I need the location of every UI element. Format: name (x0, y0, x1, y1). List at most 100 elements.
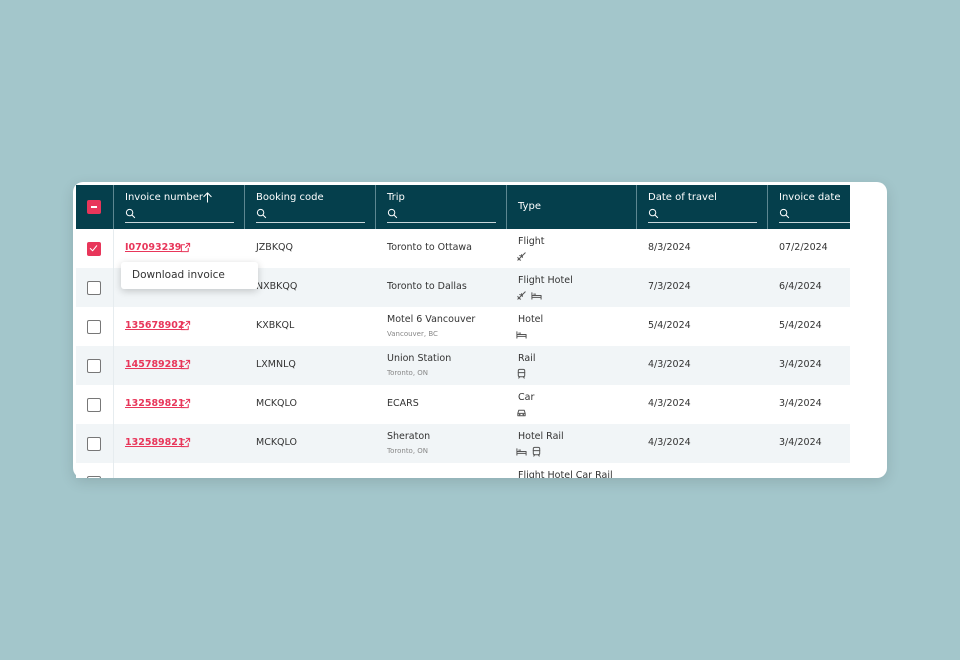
type-icon (531, 292, 542, 300)
date-of-travel: 8/3/2024 (648, 242, 691, 253)
sort-ascending-icon (203, 192, 212, 203)
booking-code: LXMNLQ (256, 359, 296, 370)
search-icon (387, 208, 398, 219)
table-row: 135678902 KXBKQL Motel 6 Vancouver Vancouve… (76, 307, 850, 347)
table-row: Flight Hotel Car Rail (76, 463, 850, 478)
column-divider (113, 346, 114, 385)
column-divider (767, 185, 768, 229)
table-header: Invoice number Booking code Trip Type Date o… (76, 185, 850, 229)
trip-detail: Vancouver, BC (387, 330, 438, 338)
column-divider (113, 385, 114, 424)
column-divider (113, 229, 114, 268)
search-underline (125, 222, 234, 223)
column-divider (113, 424, 114, 463)
booking-code: MCKQLO (256, 437, 297, 448)
trip: Toronto to Dallas (387, 281, 467, 292)
invoice-date: 6/4/2024 (779, 281, 822, 292)
trip-type: Flight Hotel (518, 275, 573, 286)
trip: Union Station (387, 353, 452, 364)
table: Invoice number Booking code Trip Type Date o… (76, 185, 850, 478)
invoice-link[interactable]: 145789281 (125, 359, 185, 370)
trip-detail: Toronto, ON (387, 369, 429, 377)
trip-type: Flight (518, 236, 545, 247)
column-divider (113, 307, 114, 346)
invoice-link[interactable]: 135678902 (125, 320, 185, 331)
date-of-travel: 4/3/2024 (648, 359, 691, 370)
table-row: 145789281 LXMNLQ Union Station Toronto, ON R… (76, 346, 850, 386)
external-link-icon (180, 359, 191, 370)
external-link-icon (180, 320, 191, 331)
column-divider (636, 185, 637, 229)
search-underline (256, 222, 365, 223)
booking-code: KXBKQL (256, 320, 295, 331)
row-checkbox[interactable] (87, 398, 101, 412)
type-icon (517, 252, 526, 261)
invoice-date: 3/4/2024 (779, 398, 822, 409)
trip-type: Hotel Rail (518, 431, 564, 442)
trip-detail: Toronto, ON (387, 447, 429, 455)
type-icon (532, 446, 541, 457)
column-divider (113, 185, 114, 229)
search-underline (779, 222, 850, 223)
table-row: 132589821 MCKQLO Sheraton Toronto, ON Hotel … (76, 424, 850, 464)
table-row: 132589821 MCKQLO ECARS Car 4/3/2024 3/4/2024 (76, 385, 850, 425)
tooltip-download-invoice[interactable]: Download invoice (121, 262, 258, 289)
trip: Toronto to Ottawa (387, 242, 472, 253)
invoice-link[interactable]: 132589821 (125, 437, 185, 448)
invoice-link[interactable]: 132589821 (125, 398, 185, 409)
column-header[interactable]: Trip (387, 192, 405, 203)
date-of-travel: 4/3/2024 (648, 437, 691, 448)
invoice-date: 3/4/2024 (779, 359, 822, 370)
date-of-travel: 5/4/2024 (648, 320, 691, 331)
column-header[interactable]: Booking code (256, 192, 324, 203)
external-link-icon (180, 437, 191, 448)
column-divider (375, 185, 376, 229)
column-header[interactable]: Invoice date (779, 192, 841, 203)
search-underline (648, 222, 757, 223)
trip-type: Rail (518, 353, 536, 364)
column-divider (113, 268, 114, 307)
row-checkbox[interactable] (87, 320, 101, 334)
search-icon (779, 208, 790, 219)
booking-code: JZBKQQ (256, 242, 294, 253)
row-checkbox[interactable] (87, 242, 101, 256)
trip-type: Hotel (518, 314, 544, 325)
search-icon (648, 208, 659, 219)
type-icon (516, 331, 527, 339)
column-divider (506, 185, 507, 229)
column-divider (244, 185, 245, 229)
row-checkbox[interactable] (87, 476, 101, 478)
column-header[interactable]: Type (518, 201, 541, 212)
row-checkbox[interactable] (87, 437, 101, 451)
search-icon (256, 208, 267, 219)
type-icon (517, 368, 526, 379)
type-icon (516, 448, 527, 456)
column-header[interactable]: Invoice number (125, 192, 203, 203)
select-all-checkbox[interactable] (87, 200, 101, 214)
type-icon (517, 291, 526, 300)
external-link-icon (180, 242, 191, 253)
booking-code: MCKQLO (256, 398, 297, 409)
column-divider (113, 463, 114, 478)
check-icon (89, 245, 98, 252)
date-of-travel: 4/3/2024 (648, 398, 691, 409)
minus-icon (91, 206, 97, 208)
trip-type: Car (518, 392, 535, 403)
invoice-link[interactable]: I07093239 (125, 242, 182, 253)
search-icon (125, 208, 136, 219)
trip: Sheraton (387, 431, 431, 442)
row-checkbox[interactable] (87, 359, 101, 373)
invoice-date: 07/2/2024 (779, 242, 828, 253)
search-underline (387, 222, 496, 223)
invoice-date: 5/4/2024 (779, 320, 822, 331)
invoice-date: 3/4/2024 (779, 437, 822, 448)
booking-code: NXBKQQ (256, 281, 298, 292)
type-icon (517, 409, 526, 417)
trip-type: Flight Hotel Car Rail (518, 470, 613, 478)
column-header[interactable]: Date of travel (648, 192, 717, 203)
date-of-travel: 7/3/2024 (648, 281, 691, 292)
trip: Motel 6 Vancouver (387, 314, 476, 325)
external-link-icon (180, 398, 191, 409)
row-checkbox[interactable] (87, 281, 101, 295)
